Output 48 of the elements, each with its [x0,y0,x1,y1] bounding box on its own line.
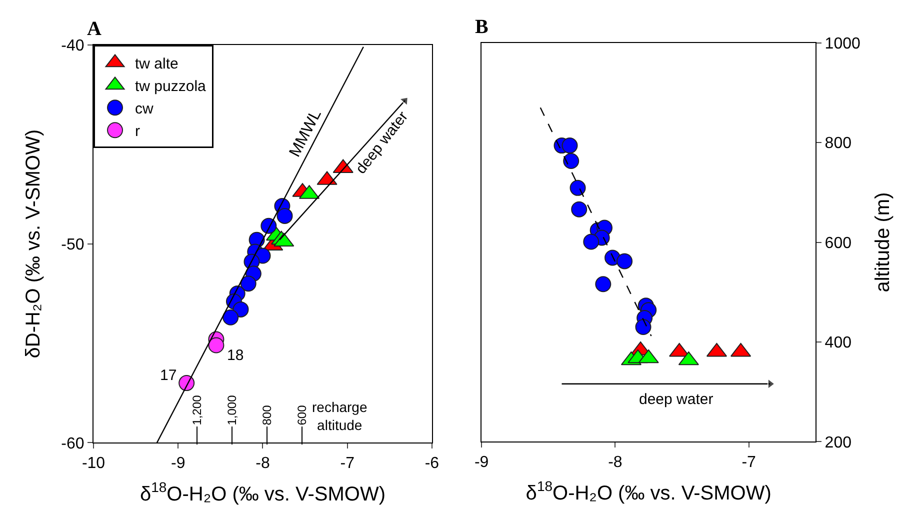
y-tick-label: -50 [61,236,84,254]
annotation: 17 [160,367,177,384]
y2-axis-title: altitude (m) [872,192,894,292]
y-tick-label: -60 [61,435,84,452]
point [570,180,586,196]
y2-tick-label: 200 [824,434,852,452]
x2-tick-label: 600 [295,404,310,426]
x-tick-label: -7 [742,454,756,471]
point [583,234,600,250]
point [616,253,633,270]
annotation: deep water [639,391,714,408]
x-tick-label: -8 [256,454,270,472]
point [571,201,588,218]
legend-label: cw [135,100,154,118]
x2-tick-label: 1,000 [224,394,239,426]
x2-tick-label: 1,200 [190,394,204,426]
legend-label: r [135,122,140,140]
point [240,276,256,292]
y-tick-label: -40 [61,37,84,54]
point [562,138,578,154]
annotation: 18 [227,347,244,364]
x-tick-label: -6 [424,454,440,472]
point [276,208,293,224]
x-axis-title: δ$^{18}$O-H₂O (‰ vs. V-SMOW) [140,479,386,506]
x-tick-label: -7 [340,454,355,472]
x-tick-label: -8 [608,454,622,471]
x-tick-label: -9 [171,454,186,472]
x2-axis-title: recharge altitude [312,399,368,434]
y2-tick-label: 400 [824,334,852,352]
legend-label: tw puzzola [135,78,207,95]
point [178,375,195,392]
x2-tick-label: 800 [260,404,274,426]
y2-tick-label: 800 [824,135,852,152]
y-axis-title: δD-H₂O (‰ vs. V-SMOW) [22,129,45,358]
point [260,218,277,234]
x-tick-label: -9 [474,454,489,471]
y2-tick-label: 1000 [824,35,860,52]
y2-tick-label: 600 [824,234,852,252]
point [595,276,612,292]
x-tick-label: -10 [82,454,106,472]
chart-title: B [475,16,488,38]
point [232,301,249,318]
point [208,337,224,354]
point [563,153,580,169]
point [222,309,239,326]
x-axis-title: δ$^{18}$O-H₂O (‰ vs. V-SMOW) [526,478,772,504]
chart-title: A [87,18,102,40]
legend-label: tw alte [135,55,178,72]
